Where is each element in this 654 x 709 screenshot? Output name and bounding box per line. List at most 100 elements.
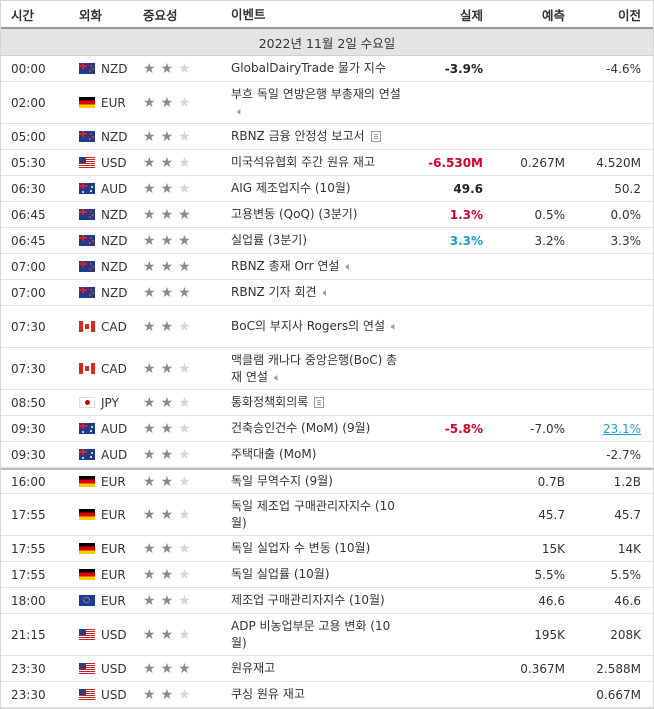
event-name[interactable]: 건축승인건수 (MoM) (9월) (231, 421, 371, 435)
event-cell[interactable]: 독일 제조업 구매관리자지수 (10월) (221, 498, 405, 532)
event-cell[interactable]: 독일 실업률 (10월) (221, 566, 405, 583)
header-previous[interactable]: 이전 (617, 7, 641, 23)
event-name[interactable]: RBNZ 기자 회견 (231, 285, 317, 299)
table-row[interactable]: 07:30 CAD ★ ★ ★ 맥클램 캐나다 중앙은행(BoC) 총재 연설 🔈︎ (1, 348, 653, 390)
event-cell[interactable]: RBNZ 기자 회견 🔈︎ (221, 284, 405, 301)
forecast-value: -7.0% (530, 421, 565, 436)
event-name[interactable]: RBNZ 금융 안정성 보고서 (231, 129, 365, 143)
table-row[interactable]: 07:00 NZD ★ ★ ★ RBNZ 기자 회견 🔈︎ (1, 280, 653, 306)
actual-value: -3.9% (444, 61, 483, 76)
event-name[interactable]: 미국석유협회 주간 원유 재고 (231, 155, 375, 169)
event-cell[interactable]: RBNZ 총재 Orr 연설 🔈︎ (221, 258, 405, 275)
event-name[interactable]: 독일 무역수지 (9월) (231, 474, 333, 488)
star-icon: ★ (178, 360, 191, 377)
event-name[interactable]: 제조업 구매관리자지수 (10월) (231, 593, 385, 607)
table-row[interactable]: 00:00 NZD ★ ★ ★ GlobalDairyTrade 물가 지수 -3.9% -4… (1, 56, 653, 82)
table-row[interactable]: 06:30 AUD ★ ★ ★ AIG 제조업지수 (10월) 49.6 50.2 (1, 176, 653, 202)
event-name[interactable]: AIG 제조업지수 (10월) (231, 181, 351, 195)
importance-stars: ★ ★ ★ (133, 234, 221, 248)
event-name[interactable]: GlobalDairyTrade 물가 지수 (231, 61, 386, 75)
event-time: 05:00 (11, 129, 46, 144)
event-cell[interactable]: ADP 비농업부문 고용 변화 (10월) (221, 618, 405, 652)
event-name[interactable]: 독일 실업자 수 변동 (10월) (231, 541, 371, 555)
table-row[interactable]: 02:00 EUR ★ ★ ★ 부흐 독일 연방은행 부총재의 연설🔈︎ (1, 82, 653, 124)
table-row[interactable]: 05:30 USD ★ ★ ★ 미국석유협회 주간 원유 재고 -6.530M 0.267M 4… (1, 150, 653, 176)
event-name[interactable]: 실업률 (3분기) (231, 233, 308, 247)
star-icon: ★ (160, 566, 174, 583)
previous-value: 14K (617, 541, 641, 556)
header-time[interactable]: 시간 (11, 7, 35, 23)
event-name[interactable]: RBNZ 총재 Orr 연설 (231, 259, 340, 273)
header-importance[interactable]: 중요성 (143, 7, 178, 23)
table-row[interactable]: 06:45 NZD ★ ★ ★ 고용변동 (QoQ) (3분기) 1.3% 0.5% 0.0% (1, 202, 653, 228)
event-cell[interactable]: 실업률 (3분기) (221, 232, 405, 249)
table-row[interactable]: 17:55 EUR ★ ★ ★ 독일 실업률 (10월) 5.5% 5.5% (1, 562, 653, 588)
event-name[interactable]: 쿠싱 원유 재고 (231, 687, 305, 701)
speaker-icon: 🔈︎ (391, 320, 398, 333)
event-name[interactable]: 고용변동 (QoQ) (3분기) (231, 207, 358, 221)
header-event[interactable]: 이벤트 (231, 6, 266, 22)
table-row[interactable]: 17:55 EUR ★ ★ ★ 독일 실업자 수 변동 (10월) 15K 14K (1, 536, 653, 562)
event-name[interactable]: 독일 제조업 구매관리자지수 (10월) (231, 498, 395, 530)
event-time: 23:30 (11, 661, 46, 676)
event-name[interactable]: 원유재고 (231, 661, 276, 675)
event-cell[interactable]: 통화정책회의록 (221, 394, 405, 411)
event-cell[interactable]: 건축승인건수 (MoM) (9월) (221, 420, 405, 437)
event-cell[interactable]: 독일 실업자 수 변동 (10월) (221, 540, 405, 557)
table-row[interactable]: 07:00 NZD ★ ★ ★ RBNZ 총재 Orr 연설 🔈︎ (1, 254, 653, 280)
header-actual[interactable]: 실제 (459, 7, 483, 23)
previous-value[interactable]: 23.1% (571, 422, 653, 436)
currency-code: USD (101, 155, 127, 170)
table-row[interactable]: 21:15 USD ★ ★ ★ ADP 비농업부문 고용 변화 (10월) 195K 208K (1, 614, 653, 656)
table-row[interactable]: 09:30 AUD ★ ★ ★ 건축승인건수 (MoM) (9월) -5.8% -7.0% 23… (1, 416, 653, 442)
event-name[interactable]: 통화정책회의록 (231, 395, 309, 409)
importance-stars: ★ ★ ★ (133, 542, 221, 556)
header-currency[interactable]: 외화 (79, 7, 103, 23)
importance-stars: ★ ★ ★ (133, 475, 221, 489)
revised-previous-link[interactable]: 23.1% (602, 421, 641, 436)
table-row[interactable]: 06:45 NZD ★ ★ ★ 실업률 (3분기) 3.3% 3.2% 3.3% (1, 228, 653, 254)
table-row[interactable]: 17:55 EUR ★ ★ ★ 독일 제조업 구매관리자지수 (10월) 45.7 45.7 (1, 494, 653, 536)
event-cell[interactable]: 고용변동 (QoQ) (3분기) (221, 206, 405, 223)
event-cell[interactable]: 제조업 구매관리자지수 (10월) (221, 592, 405, 609)
event-name[interactable]: 주택대출 (MoM) (231, 447, 317, 461)
event-cell[interactable]: 주택대출 (MoM) (221, 446, 405, 463)
event-name[interactable]: 독일 실업률 (10월) (231, 567, 330, 581)
event-cell[interactable]: RBNZ 금융 안정성 보고서 (221, 128, 405, 145)
event-cell[interactable]: 미국석유협회 주간 원유 재고 (221, 154, 405, 171)
table-row[interactable]: 23:30 USD ★ ★ ★ 원유재고 0.367M 2.588M (1, 656, 653, 682)
actual-value: 3.3% (449, 233, 483, 248)
currency-code: EUR (101, 507, 126, 522)
event-cell[interactable]: BoC의 부지사 Rogers의 연설 🔈︎ (221, 318, 405, 335)
actual-value: 49.6 (453, 181, 483, 196)
currency-cell: EUR (69, 542, 133, 556)
table-row[interactable]: 18:00 EUR ★ ★ ★ 제조업 구매관리자지수 (10월) 46.6 46.6 (1, 588, 653, 614)
forecast-value: 15K (541, 541, 565, 556)
currency-code: USD (101, 661, 127, 676)
event-cell[interactable]: 부흐 독일 연방은행 부총재의 연설 🔈︎ (221, 86, 405, 120)
event-cell[interactable]: 맥클램 캐나다 중앙은행(BoC) 총재 연설 🔈︎ (221, 352, 405, 386)
event-name[interactable]: ADP 비농업부문 고용 변화 (10월) (231, 618, 391, 650)
event-name[interactable]: 맥클램 캐나다 중앙은행(BoC) 총재 연설 (231, 352, 398, 384)
table-row[interactable]: 05:00 NZD ★ ★ ★ RBNZ 금융 안정성 보고서 (1, 124, 653, 150)
event-time: 21:15 (11, 627, 46, 642)
header-forecast[interactable]: 예측 (541, 7, 565, 23)
event-name[interactable]: BoC의 부지사 Rogers의 연설 (231, 319, 386, 333)
star-icon: ★ (143, 154, 156, 171)
forecast-value: 0.267M (520, 155, 565, 170)
event-cell[interactable]: 쿠싱 원유 재고 (221, 686, 405, 703)
forecast-value: 0.5% (534, 207, 566, 222)
table-row[interactable]: 23:30 USD ★ ★ ★ 쿠싱 원유 재고 0.667M (1, 682, 653, 708)
event-time: 02:00 (11, 95, 46, 110)
table-row[interactable]: 08:50 JPY ★ ★ ★ 통화정책회의록 (1, 390, 653, 416)
event-name[interactable]: 부흐 독일 연방은행 부총재의 연설 (231, 86, 401, 101)
star-icon: ★ (160, 232, 174, 249)
table-row[interactable]: 16:00 EUR ★ ★ ★ 독일 무역수지 (9월) 0.7B 1.2B (1, 468, 653, 494)
event-cell[interactable]: AIG 제조업지수 (10월) (221, 180, 405, 197)
event-cell[interactable]: 원유재고 (221, 660, 405, 677)
table-row[interactable]: 07:30 CAD ★ ★ ★ BoC의 부지사 Rogers의 연설 🔈︎ (1, 306, 653, 348)
table-row[interactable]: 09:30 AUD ★ ★ ★ 주택대출 (MoM) -2.7% (1, 442, 653, 468)
event-cell[interactable]: GlobalDairyTrade 물가 지수 (221, 60, 405, 77)
event-cell[interactable]: 독일 무역수지 (9월) (221, 473, 405, 490)
previous-value: -4.6% (606, 61, 641, 76)
